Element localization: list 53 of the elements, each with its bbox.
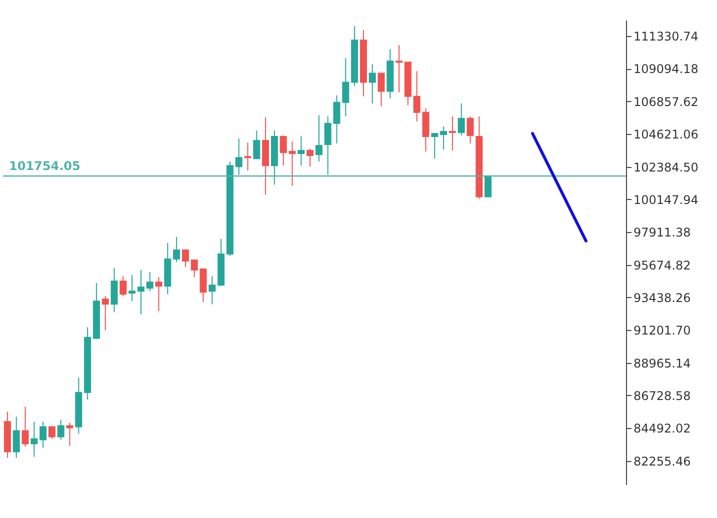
candlestick (368, 64, 376, 104)
candlestick (413, 70, 420, 122)
candlestick (253, 130, 260, 160)
y-tick-label: 93438.26 (634, 290, 691, 305)
y-tick-label: 84492.02 (634, 422, 691, 436)
candlestick (244, 142, 252, 172)
candlestick (66, 422, 74, 446)
y-tick-label: 111330.74 (634, 30, 698, 44)
candlestick (40, 421, 47, 448)
y-tick-label: 95674.82 (634, 258, 691, 272)
candlestick (22, 406, 29, 448)
candlestick (458, 102, 465, 136)
candlestick (190, 259, 198, 278)
y-tick-label: 97911.38 (634, 226, 691, 240)
candlestick (128, 274, 136, 302)
y-tick-label: 88965.14 (634, 356, 691, 370)
y-tick-label: 109094.18 (634, 62, 698, 76)
candlestick (173, 236, 180, 262)
candlestick (155, 276, 162, 312)
candlestick (324, 116, 332, 176)
candlestick (182, 249, 189, 268)
candlestick (57, 419, 64, 440)
candlestick (378, 72, 385, 107)
candlestick (396, 44, 403, 93)
y-tick-label: 91201.70 (634, 324, 691, 338)
candlestick (306, 148, 314, 168)
y-tick-label: 100147.94 (634, 192, 698, 207)
candlestick (146, 272, 154, 292)
candlestick (48, 426, 56, 440)
candlestick (30, 421, 38, 458)
candlestick (466, 116, 474, 144)
y-tick-label: 86728.58 (634, 388, 691, 403)
candlestick (200, 268, 207, 303)
y-tick-label: 102384.50 (634, 160, 698, 174)
candlestick (235, 138, 242, 176)
candlestick (448, 116, 456, 152)
candlestick (137, 270, 144, 315)
candlestick (288, 141, 296, 186)
candlestick (315, 114, 322, 162)
ref-line-label: 101754.05 (9, 158, 80, 173)
candlestick (280, 134, 287, 166)
candlestick (298, 136, 305, 166)
candlestick (431, 132, 438, 160)
candlestick (440, 126, 448, 150)
candlestick (208, 276, 216, 305)
y-tick-label: 104621.06 (634, 128, 698, 142)
candlestick (102, 296, 109, 331)
candlestick (484, 175, 492, 198)
candlestick (110, 268, 118, 313)
y-tick-label: 82255.46 (634, 454, 691, 468)
candlestick (12, 416, 20, 458)
candlestick (120, 276, 127, 297)
y-tick-label: 106857.62 (634, 94, 698, 109)
